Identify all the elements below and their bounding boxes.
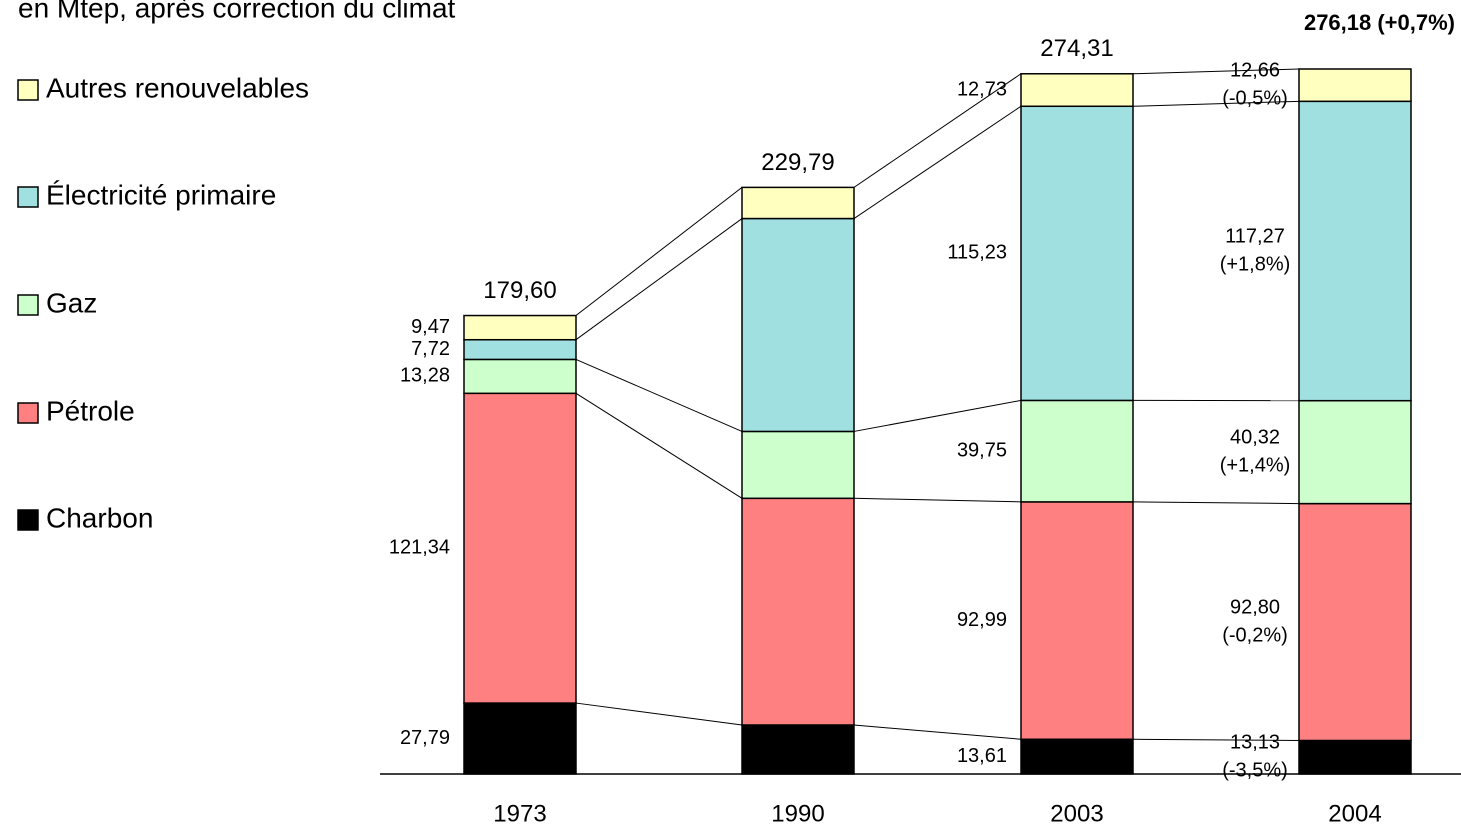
connector	[853, 105, 1022, 219]
bar-segment	[1298, 100, 1412, 402]
bar-segment	[463, 702, 577, 775]
bar-segment	[463, 358, 577, 395]
legend-label: Charbon	[46, 502, 153, 533]
change-label: (-3,5%)	[1222, 760, 1288, 782]
bar-segment	[1298, 739, 1412, 775]
legend-label: Électricité primaire	[46, 179, 276, 210]
bar-segment	[463, 338, 577, 361]
bar-segment	[463, 392, 577, 704]
total-label: 229,79	[761, 149, 834, 176]
bar-segment	[463, 314, 577, 341]
legend-swatch	[17, 509, 39, 531]
x-tick-label: 2003	[1050, 800, 1103, 827]
value-label: 117,27	[1225, 225, 1285, 247]
value-label: 12,73	[957, 78, 1007, 100]
legend-swatch	[17, 186, 39, 208]
bar-segment	[741, 497, 855, 726]
change-label: (+1,8%)	[1220, 253, 1291, 275]
legend-label: Pétrole	[46, 395, 135, 426]
total-label: 276,18 (+0,7%)	[1304, 10, 1455, 35]
bar-segment	[1298, 399, 1412, 505]
legend-label: Autres renouvelables	[46, 72, 309, 103]
connector	[1132, 501, 1300, 505]
legend-swatch	[17, 402, 39, 424]
bar-segment	[741, 724, 855, 775]
value-label: 121,34	[389, 536, 450, 558]
value-label: 92,80	[1230, 596, 1280, 618]
x-tick-label: 1990	[771, 800, 824, 827]
connector	[575, 186, 743, 316]
bar-segment	[1020, 105, 1134, 402]
value-label: 13,13	[1230, 732, 1280, 754]
total-label: 179,60	[483, 277, 556, 304]
chart-title: en Mtep, après correction du climat	[18, 0, 456, 23]
legend-swatch	[17, 79, 39, 101]
connector	[853, 73, 1022, 188]
connector	[1132, 738, 1300, 741]
connector	[853, 724, 1022, 740]
bar-segment	[1020, 501, 1134, 741]
bar-segment	[1298, 502, 1412, 742]
bar-segment	[1020, 73, 1134, 108]
value-label: 9,47	[411, 316, 450, 338]
change-label: (-0,2%)	[1222, 624, 1288, 646]
bar-segment	[1020, 738, 1134, 775]
value-label: 7,72	[411, 338, 450, 360]
change-label: (+1,4%)	[1220, 454, 1291, 476]
connector	[575, 218, 743, 341]
x-tick-label: 1973	[493, 800, 546, 827]
value-label: 27,79	[400, 727, 450, 749]
bar-segment	[1298, 68, 1412, 103]
bar-segment	[741, 217, 855, 433]
x-tick-label: 2004	[1328, 800, 1381, 827]
legend-label: Gaz	[46, 287, 97, 318]
connector	[853, 399, 1022, 432]
bar-segment	[741, 186, 855, 220]
connector	[575, 358, 743, 432]
value-label: 13,28	[400, 365, 450, 387]
bar-segment	[1020, 399, 1134, 503]
value-label: 13,61	[957, 745, 1007, 767]
value-label: 92,99	[957, 609, 1007, 631]
connector	[575, 392, 743, 499]
connector	[853, 497, 1022, 503]
value-label: 40,32	[1230, 426, 1280, 448]
value-label: 39,75	[957, 439, 1007, 461]
change-label: (-0,5%)	[1222, 87, 1288, 109]
connector	[1132, 100, 1300, 107]
total-label: 274,31	[1040, 35, 1113, 62]
connector	[575, 702, 743, 726]
value-label: 115,23	[947, 242, 1007, 264]
connector	[1132, 68, 1300, 75]
bar-segment	[741, 430, 855, 500]
legend-swatch	[17, 294, 39, 316]
